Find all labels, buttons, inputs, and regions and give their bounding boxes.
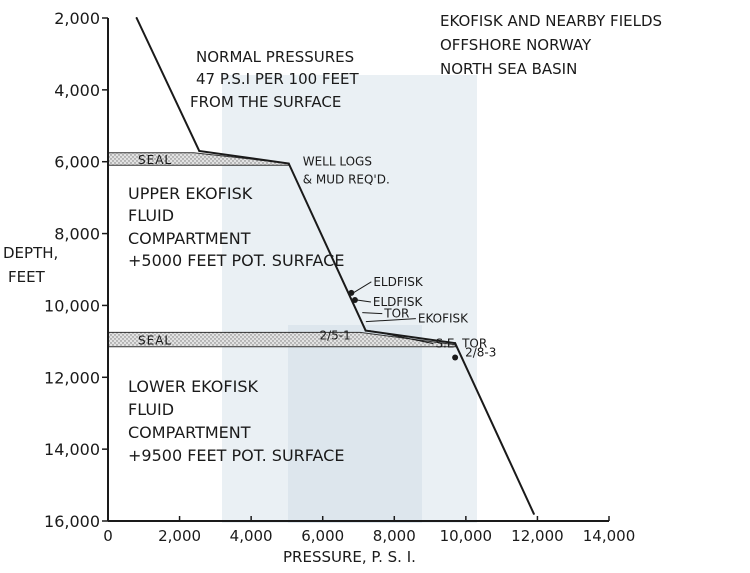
annotation-leader	[362, 312, 383, 315]
annotation-label: 2/5-1	[319, 329, 350, 343]
region-label-normal-pressures: NORMAL PRESSURES 47 P.S.I PER 100 FEET F…	[190, 48, 360, 111]
x-tick-label: 6,000	[301, 527, 344, 545]
chart-title-line: EKOFISK AND NEARBY FIELDS	[440, 12, 662, 30]
gradient-vertex	[532, 512, 535, 515]
chart-title: EKOFISK AND NEARBY FIELDS OFFSHORE NORWA…	[440, 12, 662, 78]
y-tick-label: 6,000	[54, 153, 100, 172]
region-label-line: 47 P.S.I PER 100 FEET	[196, 70, 360, 88]
region-label-upper-compartment: UPPER EKOFISK FLUID COMPARTMENT +5000 FE…	[128, 184, 344, 270]
annotation-label: 2/8-3	[465, 346, 496, 360]
y-tick-label: 4,000	[54, 81, 100, 100]
well-point	[351, 297, 358, 304]
gradient-vertex	[454, 342, 457, 345]
seal-label: SEAL	[138, 334, 172, 348]
y-tick-label: 10,000	[44, 296, 100, 315]
region-label-line: +5000 FEET POT. SURFACE	[128, 251, 344, 270]
region-label-line: FROM THE SURFACE	[190, 93, 341, 111]
region-label-lower-compartment: LOWER EKOFISK FLUID COMPARTMENT +9500 FE…	[128, 377, 344, 465]
y-axis-label-line: FEET	[8, 268, 46, 286]
y-tick-label: 14,000	[44, 440, 100, 459]
region-label-line: FLUID	[128, 400, 174, 419]
annotation-label: EKOFISK	[418, 312, 469, 326]
annotation-leader	[365, 318, 416, 323]
chart-title-line: OFFSHORE NORWAY	[440, 36, 592, 54]
x-tick-label: 2,000	[158, 527, 201, 545]
well-point	[452, 354, 459, 361]
annotation-label: & MUD REQ'D.	[303, 173, 390, 187]
gradient-vertex	[287, 162, 290, 165]
seal-label: SEAL	[138, 153, 172, 167]
series-layer	[135, 17, 535, 515]
x-tick-label: 10,000	[440, 527, 493, 545]
annotation-leader	[369, 330, 434, 345]
x-tick-label: 14,000	[583, 527, 636, 545]
region-label-line: UPPER EKOFISK	[128, 184, 253, 203]
annotation-leader	[356, 299, 371, 303]
chart-title-line: NORTH SEA BASIN	[440, 60, 577, 78]
y-tick-label: 8,000	[54, 225, 100, 244]
region-label-line: COMPARTMENT	[128, 229, 251, 248]
y-tick-label: 12,000	[44, 368, 100, 387]
annotation-label: ELDFISK	[373, 295, 424, 309]
x-tick-label: 8,000	[373, 527, 416, 545]
annotation-label: S.E. TOR	[435, 337, 487, 351]
pressure-gradient-line	[135, 17, 535, 515]
annotation-label: WELL LOGS	[303, 155, 372, 169]
annotation-label: ELDFISK	[373, 275, 424, 289]
well-point	[348, 289, 355, 296]
y-axis-label-line: DEPTH,	[3, 244, 58, 262]
gradient-vertex	[364, 329, 367, 332]
region-label-line: LOWER EKOFISK	[128, 377, 258, 396]
y-tick-label: 16,000	[44, 512, 100, 531]
x-axis-label: PRESSURE, P. S. I.	[283, 548, 416, 566]
gradient-vertex	[135, 17, 138, 19]
y-tick-label: 2,000	[54, 9, 100, 28]
x-tick-label: 4,000	[230, 527, 273, 545]
annotation-leader	[353, 281, 372, 294]
region-label-line: +9500 FEET POT. SURFACE	[128, 446, 344, 465]
region-label-line: NORMAL PRESSURES	[196, 48, 354, 66]
background-wash-lower	[288, 325, 422, 523]
annotation-label: TOR	[383, 307, 409, 321]
region-label-line: COMPARTMENT	[128, 423, 251, 442]
gradient-vertex	[198, 149, 201, 152]
region-label-line: FLUID	[128, 206, 174, 225]
y-axis-label: DEPTH, FEET	[3, 244, 58, 286]
x-tick-label: 12,000	[511, 527, 564, 545]
axes: 2,000 4,000 6,000 8,000 10,000 12,000 14,000 16…	[44, 9, 635, 545]
x-tick-label: 0	[103, 527, 113, 545]
